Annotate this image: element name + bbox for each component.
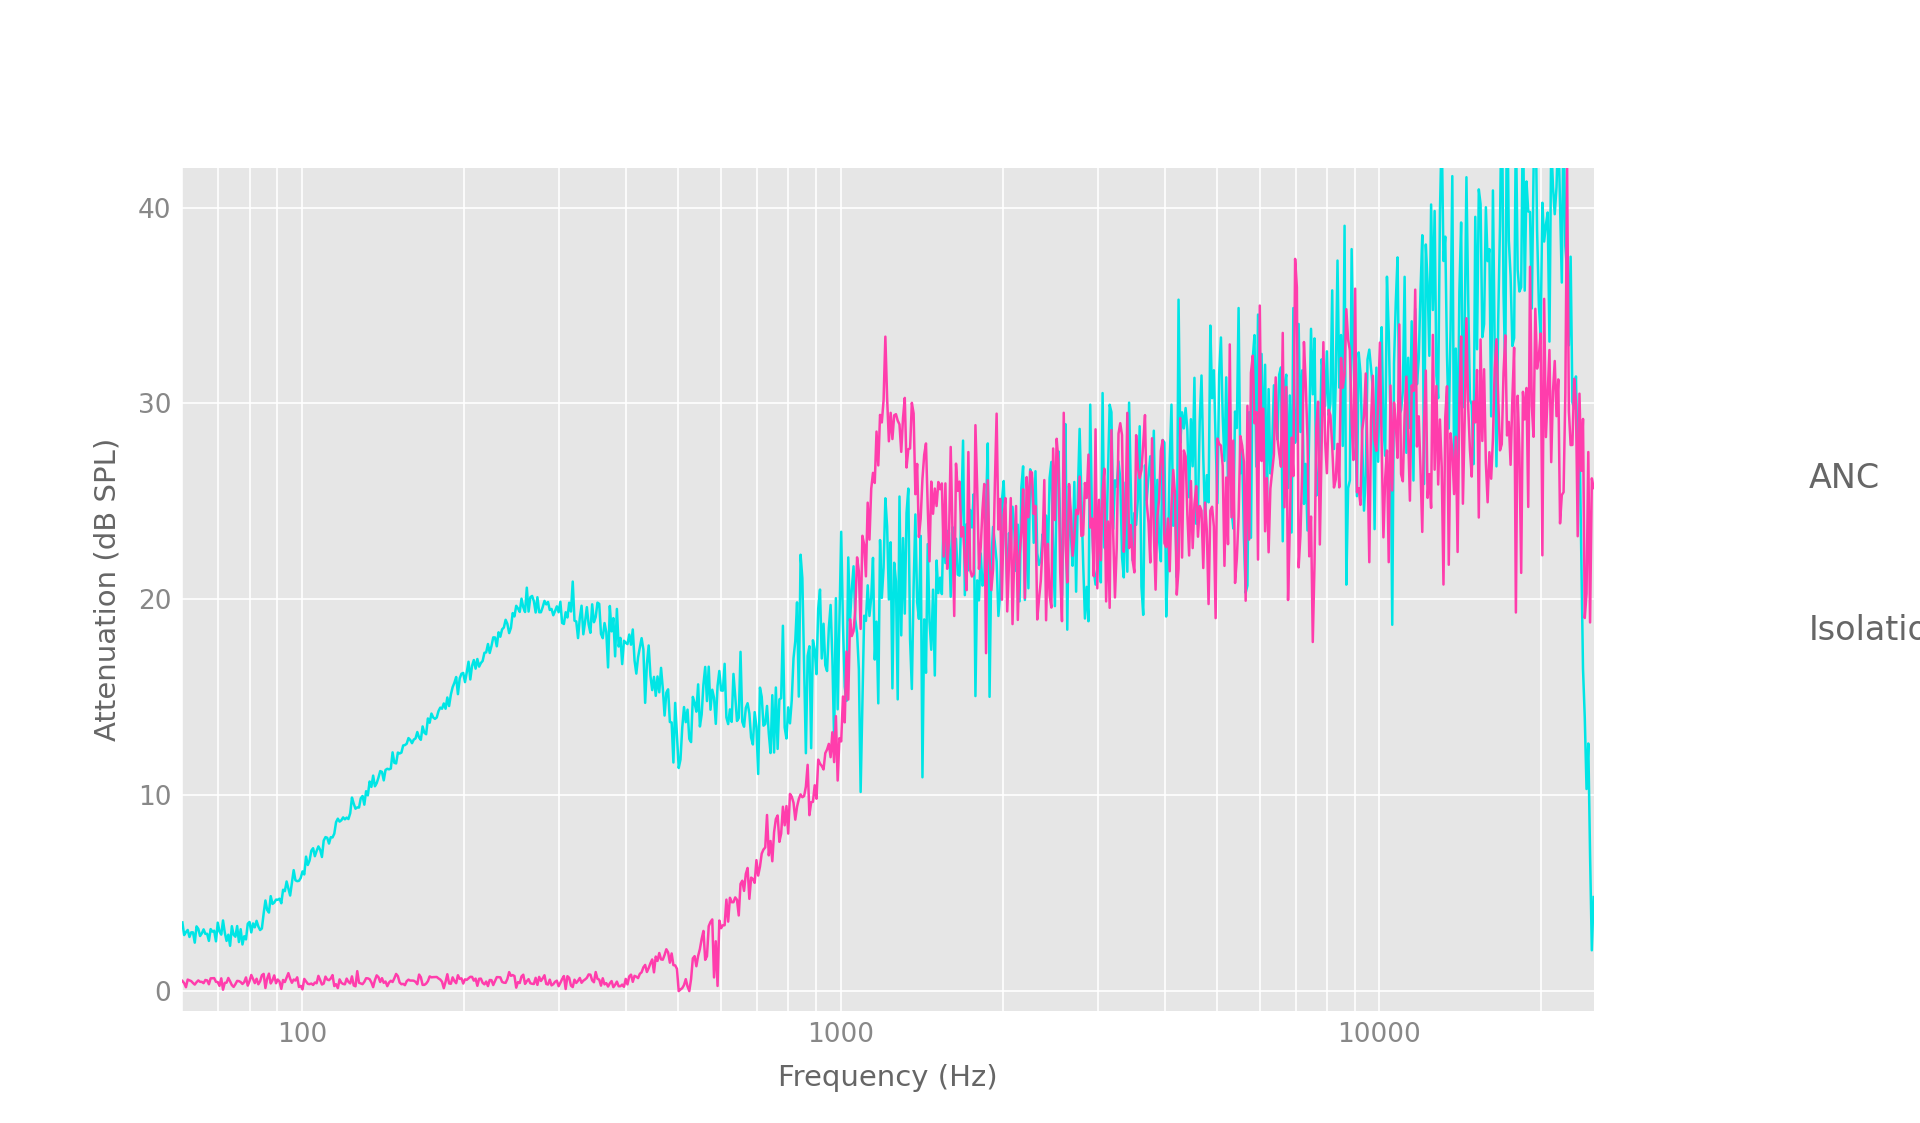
- Text: Isolation: Isolation: [1809, 613, 1920, 647]
- Text: ANC: ANC: [1809, 462, 1880, 495]
- X-axis label: Frequency (Hz): Frequency (Hz): [778, 1065, 998, 1093]
- Y-axis label: Attenuation (dB SPL): Attenuation (dB SPL): [94, 438, 121, 741]
- Text: Sony WH-1000XM3 Attenuation: Sony WH-1000XM3 Attenuation: [467, 42, 1453, 95]
